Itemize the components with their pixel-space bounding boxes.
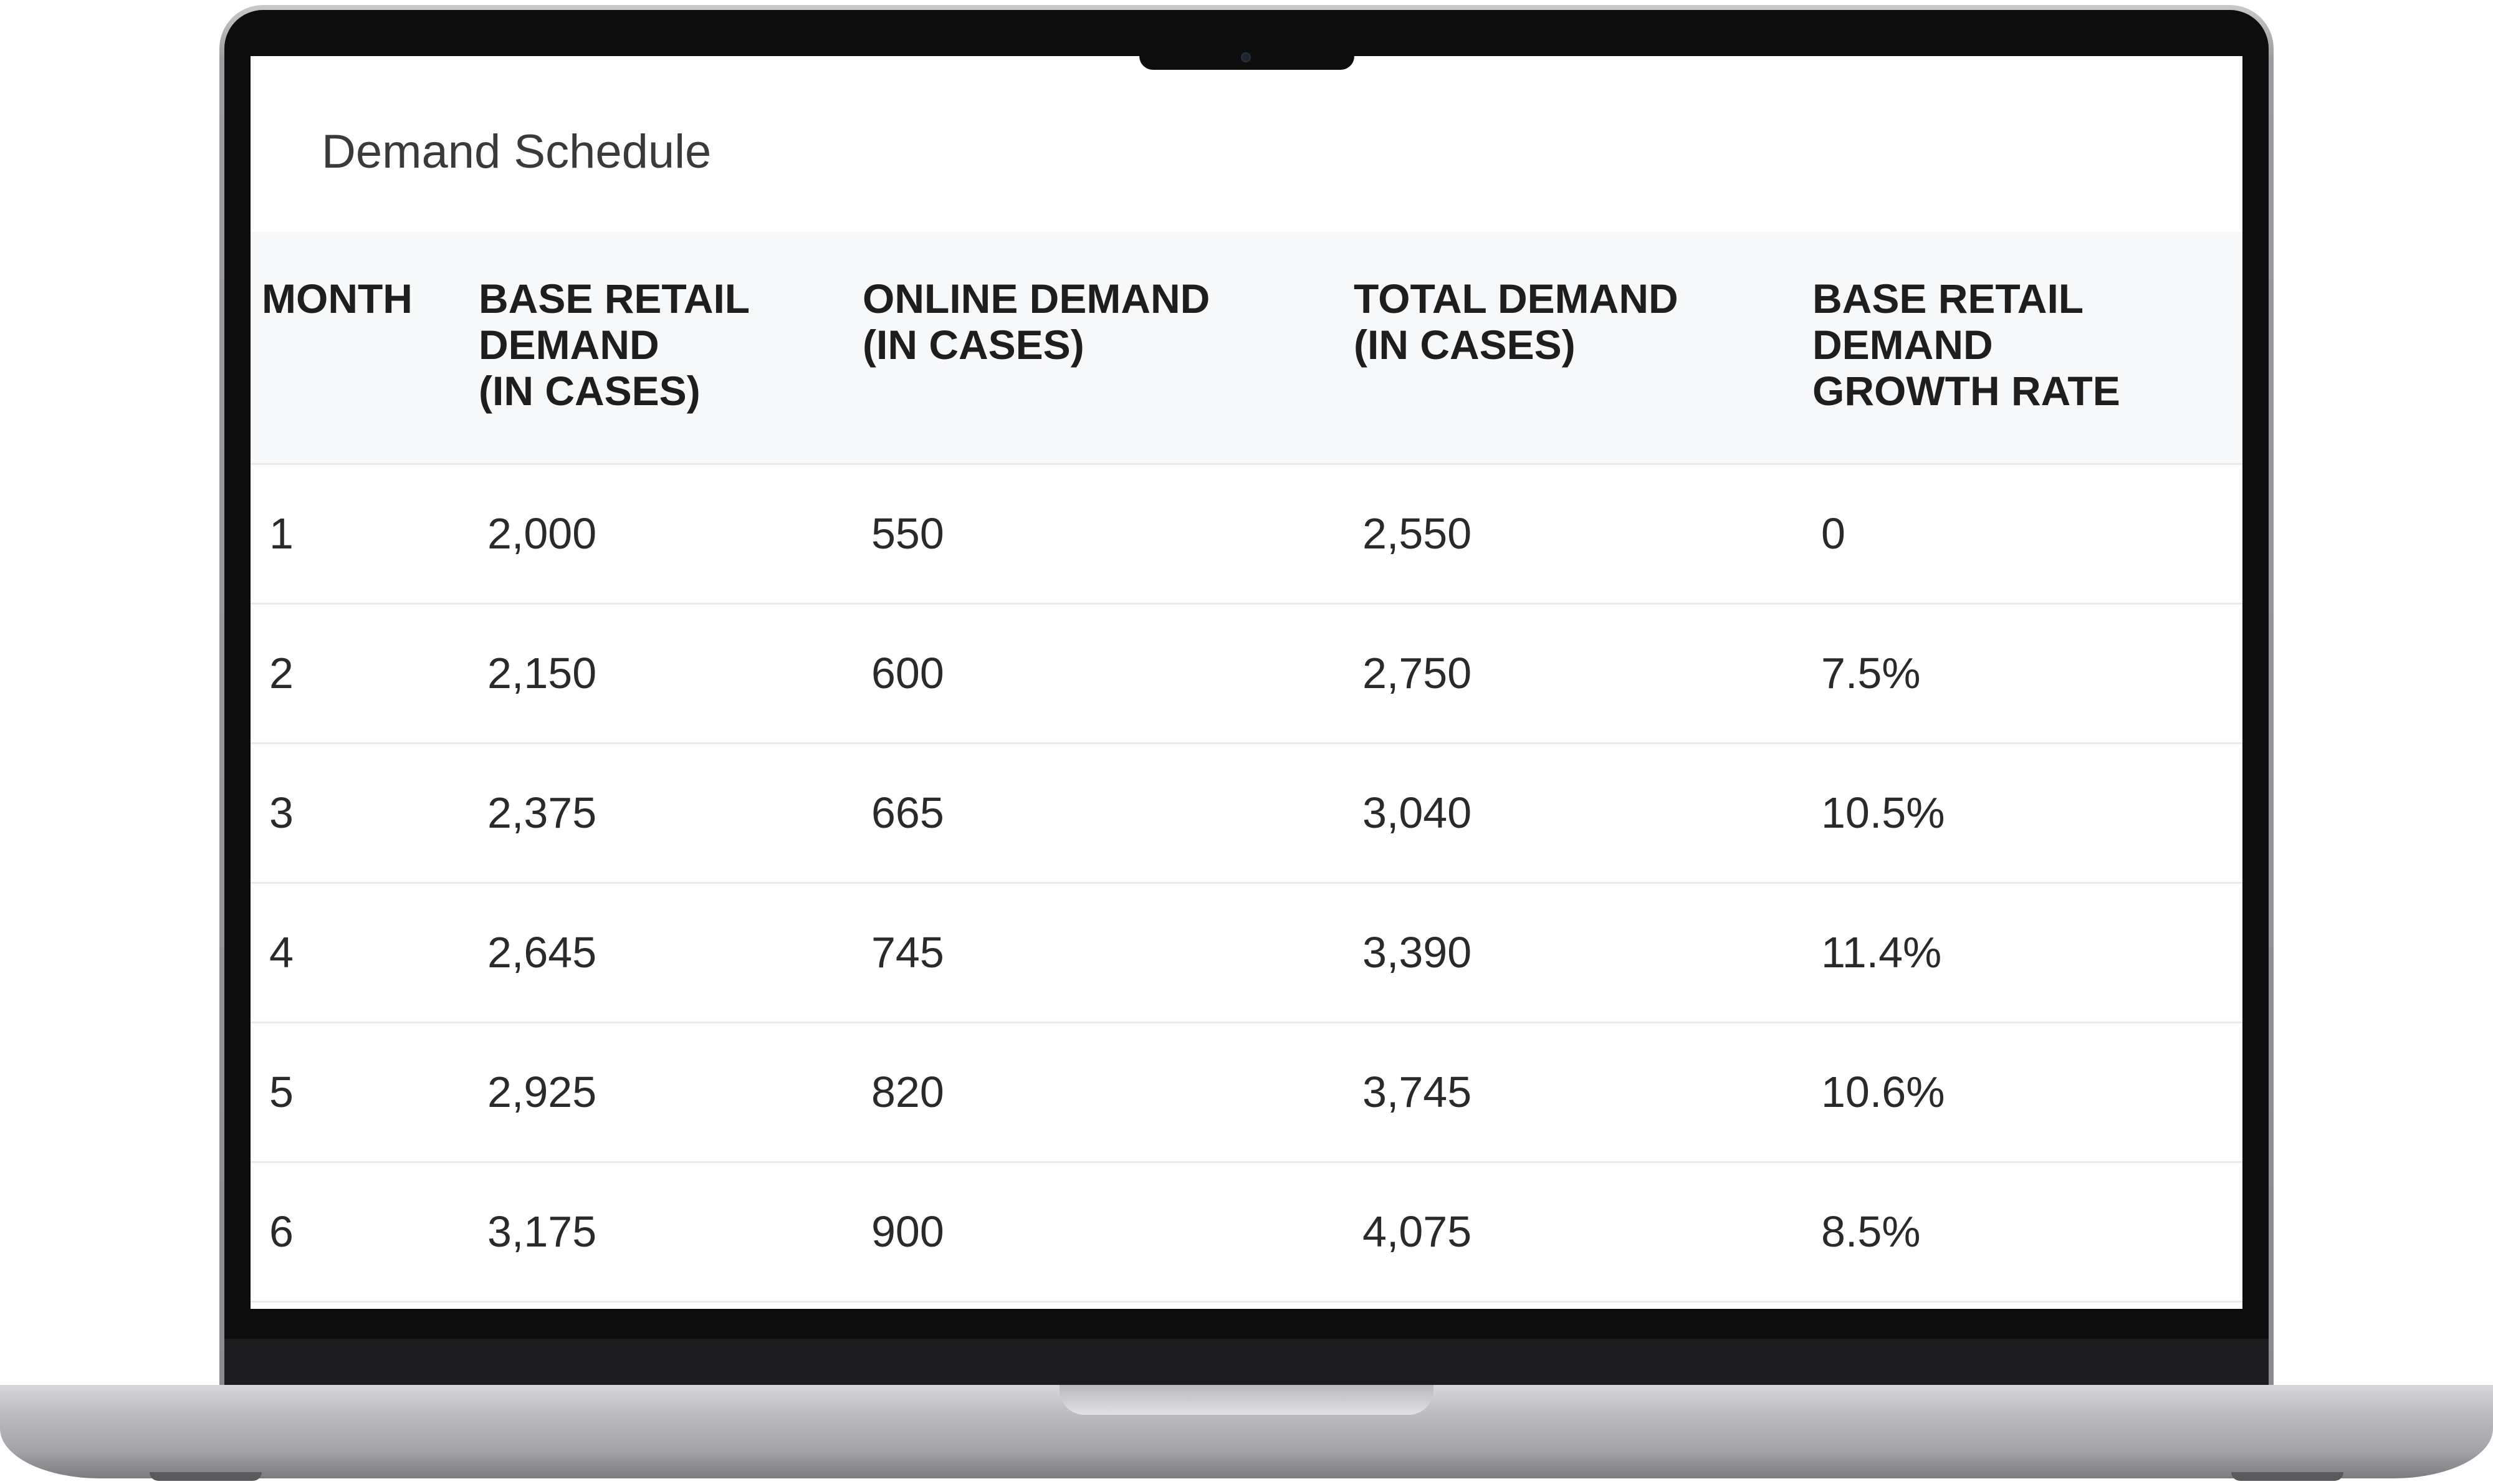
page-title: Demand Schedule [322, 125, 712, 178]
cell-base-retail-demand: 2,925 [479, 1022, 863, 1163]
laptop-foot-left [150, 1472, 262, 1481]
cell-online-demand: 900 [863, 1162, 1354, 1303]
table-row: 1 2,000 550 2,550 0 [251, 464, 2242, 605]
cell-base-retail-demand: 2,645 [479, 883, 863, 1023]
screen: Demand Schedule MONTH BASE RETAIL DEMAND… [251, 56, 2242, 1309]
cell-total-demand: 2,750 [1354, 603, 1812, 744]
laptop-base [0, 1385, 2493, 1478]
table-row: 6 3,175 900 4,075 8.5% [251, 1162, 2242, 1303]
camera-notch [1139, 50, 1354, 70]
table-header-row: MONTH BASE RETAIL DEMAND (IN CASES) ONLI… [251, 232, 2242, 465]
cell-growth-rate: 8.5% [1812, 1162, 2242, 1303]
cell-month: 2 [251, 603, 479, 744]
cell-month: 4 [251, 883, 479, 1023]
table-row: 4 2,645 745 3,390 11.4% [251, 883, 2242, 1023]
column-header-growth-rate[interactable]: BASE RETAIL DEMAND GROWTH RATE [1812, 232, 2242, 465]
lid-opening-notch [1060, 1385, 1433, 1415]
cell-growth-rate: 0 [1812, 464, 2242, 605]
cell-growth-rate: 10.5% [1812, 743, 2242, 884]
table-row: 5 2,925 820 3,745 10.6% [251, 1022, 2242, 1163]
column-header-base-retail-demand[interactable]: BASE RETAIL DEMAND (IN CASES) [479, 232, 863, 465]
cell-online-demand: 665 [863, 743, 1354, 884]
column-header-total-demand[interactable]: TOTAL DEMAND (IN CASES) [1354, 232, 1812, 465]
cell-month: 1 [251, 464, 479, 605]
laptop-foot-right [2231, 1472, 2343, 1481]
cell-online-demand: 745 [863, 883, 1354, 1023]
cell-month: 3 [251, 743, 479, 884]
cell-total-demand: 4,075 [1354, 1162, 1812, 1303]
cell-month: 5 [251, 1022, 479, 1163]
cell-total-demand: 2,550 [1354, 464, 1812, 605]
demand-schedule-table: MONTH BASE RETAIL DEMAND (IN CASES) ONLI… [251, 232, 2242, 1303]
cell-base-retail-demand: 2,375 [479, 743, 863, 884]
cell-online-demand: 550 [863, 464, 1354, 605]
cell-month: 6 [251, 1162, 479, 1303]
cell-base-retail-demand: 2,150 [479, 603, 863, 744]
cell-total-demand: 3,040 [1354, 743, 1812, 884]
cell-growth-rate: 10.6% [1812, 1022, 2242, 1163]
cell-growth-rate: 7.5% [1812, 603, 2242, 744]
cell-total-demand: 3,745 [1354, 1022, 1812, 1163]
table-row: 2 2,150 600 2,750 7.5% [251, 603, 2242, 744]
cell-base-retail-demand: 2,000 [479, 464, 863, 605]
table-row: 3 2,375 665 3,040 10.5% [251, 743, 2242, 884]
cell-base-retail-demand: 3,175 [479, 1162, 863, 1303]
cell-online-demand: 820 [863, 1022, 1354, 1163]
cell-total-demand: 3,390 [1354, 883, 1812, 1023]
column-header-month[interactable]: MONTH [251, 232, 479, 465]
cell-growth-rate: 11.4% [1812, 883, 2242, 1023]
column-header-online-demand[interactable]: ONLINE DEMAND (IN CASES) [863, 232, 1354, 465]
cell-online-demand: 600 [863, 603, 1354, 744]
camera-icon [1241, 52, 1251, 62]
